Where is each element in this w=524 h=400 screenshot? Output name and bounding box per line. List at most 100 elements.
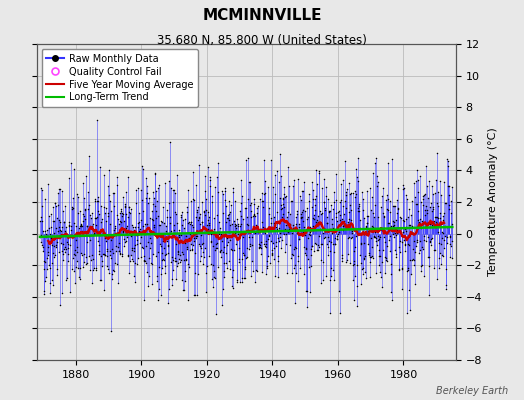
Point [225,216,233,223]
Point [135,240,144,246]
Point [231,221,239,228]
Point [442,200,451,206]
Point [246,242,255,249]
Point [64,222,73,228]
Point [355,217,364,224]
Point [161,222,170,229]
Point [190,292,199,298]
Point [141,175,150,181]
Point [184,297,193,303]
Point [434,189,442,195]
Point [377,204,386,211]
Point [119,194,128,200]
Point [218,302,226,308]
Point [86,215,95,222]
Point [107,255,115,262]
Point [49,218,57,224]
Point [61,203,69,210]
Point [341,157,349,164]
Point [81,172,90,179]
Point [406,307,414,313]
Point [408,198,417,204]
Point [72,258,81,264]
Point [385,226,394,233]
Point [358,230,366,236]
Point [366,185,374,191]
Point [440,237,449,243]
Point [288,250,296,257]
Point [147,216,156,222]
Point [368,223,376,230]
Point [52,242,60,248]
Point [84,233,93,240]
Point [175,227,183,233]
Point [296,265,304,272]
Point [409,257,418,264]
Point [129,245,138,252]
Point [166,139,174,146]
Point [81,206,89,213]
Point [359,240,368,246]
Point [117,206,125,212]
Point [295,224,303,230]
Point [278,195,287,202]
Point [186,231,194,237]
Point [105,252,114,258]
Point [208,230,216,236]
Point [102,238,110,244]
Point [145,255,154,262]
Point [71,247,79,253]
Point [117,252,126,259]
Point [366,259,374,265]
Point [123,223,131,229]
Point [411,230,419,236]
Point [205,252,213,259]
Point [363,213,371,220]
Point [305,232,314,238]
Point [174,259,182,266]
Point [265,233,273,239]
Point [103,183,112,190]
Point [235,259,244,265]
Point [151,230,159,236]
Point [88,222,96,229]
Point [260,230,269,236]
Point [424,254,432,260]
Point [39,288,48,294]
Point [391,251,400,258]
Point [47,234,55,240]
Point [41,258,49,265]
Point [62,224,71,230]
Point [430,247,439,253]
Point [68,232,76,238]
Point [156,231,165,237]
Point [359,207,367,213]
Point [340,218,348,224]
Point [430,265,438,271]
Point [421,191,429,197]
Point [167,282,176,289]
Point [110,203,118,209]
Point [199,261,207,267]
Point [137,217,145,224]
Point [80,213,88,219]
Point [198,241,206,247]
Point [168,276,177,282]
Point [159,238,167,244]
Point [419,246,428,252]
Point [220,268,228,274]
Point [84,228,92,234]
Point [312,180,321,187]
Point [113,174,122,180]
Point [286,242,294,248]
Point [375,247,383,254]
Point [137,187,146,193]
Point [79,264,88,270]
Point [365,228,373,234]
Point [343,225,352,231]
Point [387,260,396,267]
Point [73,190,81,197]
Point [372,235,380,242]
Point [403,267,411,274]
Point [52,239,61,246]
